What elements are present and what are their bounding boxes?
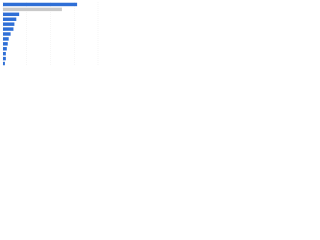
bar <box>3 42 8 46</box>
page: (() => { const data = JSON.parse(documen… <box>0 0 320 71</box>
bar <box>3 17 17 21</box>
bar <box>3 2 78 7</box>
bar <box>3 7 62 12</box>
bar <box>3 61 5 66</box>
bar <box>3 22 15 26</box>
bar <box>3 27 14 31</box>
bar <box>3 12 20 17</box>
bar <box>3 37 9 41</box>
bar <box>3 56 6 61</box>
bar <box>3 32 11 36</box>
chart <box>2 2 99 66</box>
bar <box>3 47 7 51</box>
bar <box>3 51 6 56</box>
